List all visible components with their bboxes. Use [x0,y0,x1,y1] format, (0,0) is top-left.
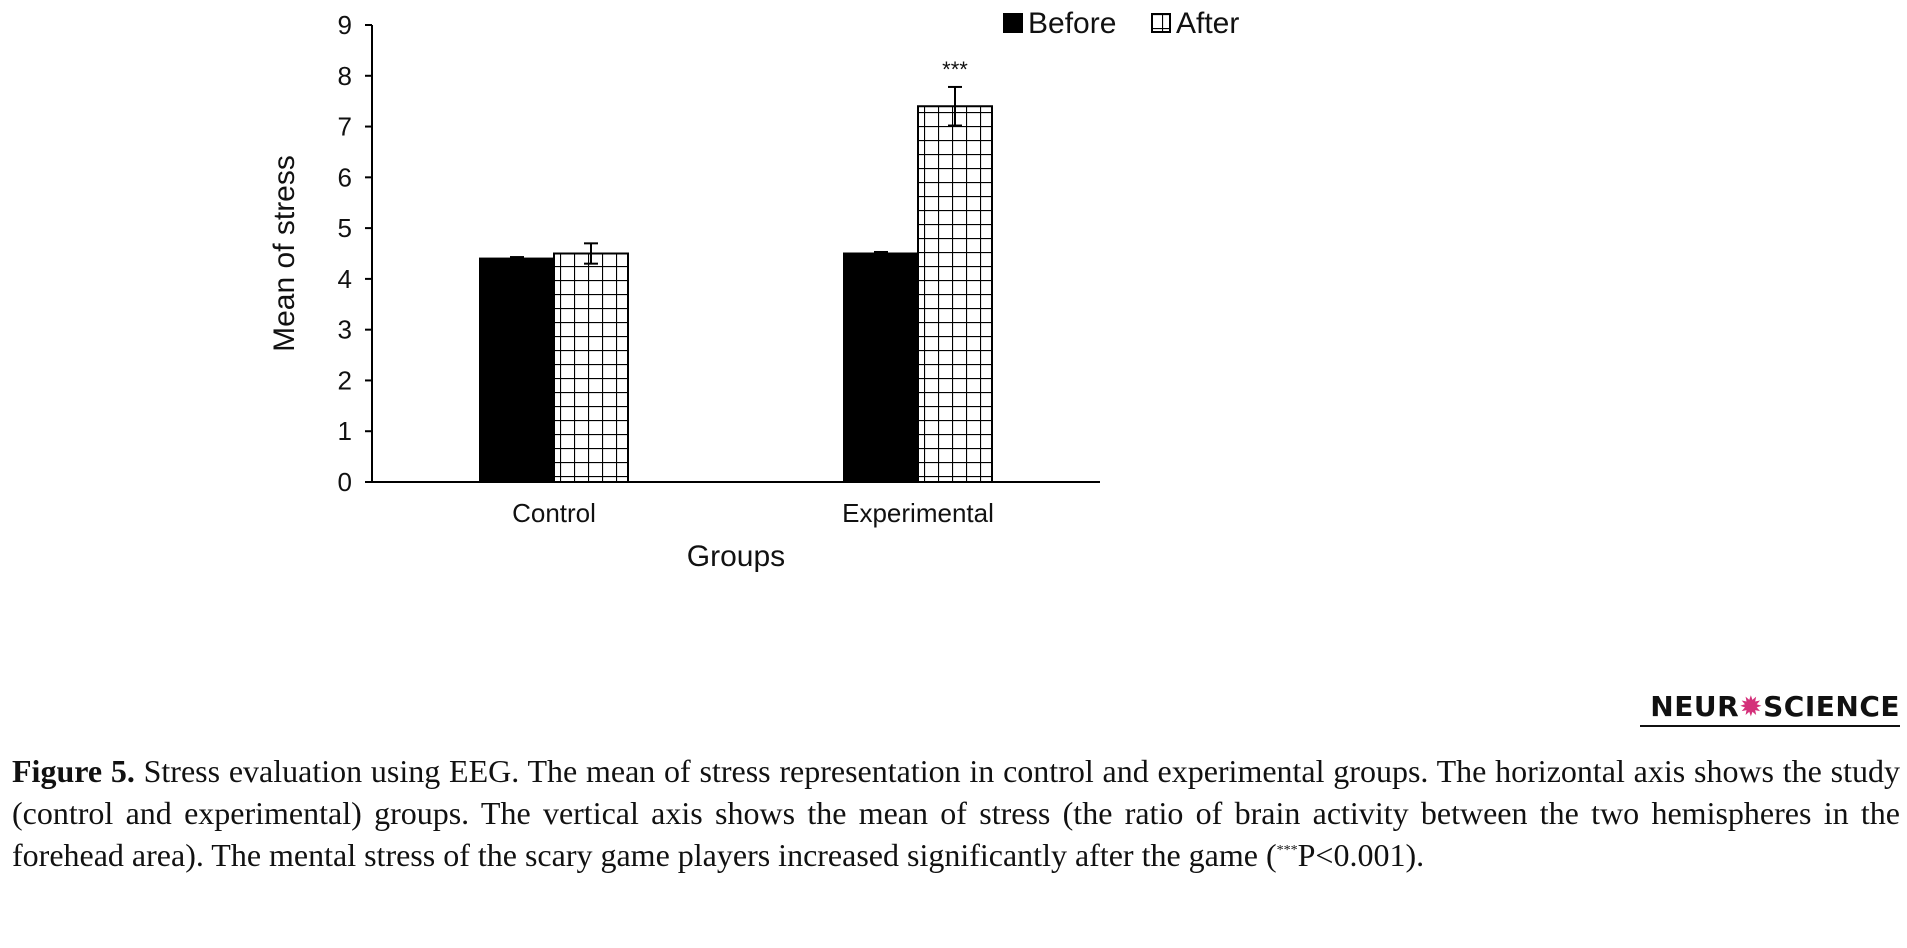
y-tick-label: 3 [338,315,352,345]
y-tick-label: 2 [338,365,352,395]
bars [479,105,993,484]
legend-swatch-after [1151,13,1171,33]
legend: Before After [1003,7,1239,40]
y-tick-label: 1 [338,416,352,446]
bar-after-experimental [917,105,993,483]
logo-molecule-icon: ✹ [1739,690,1764,723]
caption-significance: *** [1276,843,1298,858]
legend-label-before: Before [1028,7,1116,40]
bar-before-control [479,257,555,484]
x-axis-title: Groups [687,540,785,573]
y-tick-label: 8 [338,61,352,91]
y-tick-label: 0 [338,467,352,497]
y-tick-label: 4 [338,264,352,294]
bar-chart: 0 1 2 3 4 5 6 7 8 9 Control *** Experimental Groups Me… [268,7,1239,573]
y-tick-label: 5 [338,213,352,243]
y-tick-label: 7 [338,112,352,142]
significance-marker: *** [942,57,968,82]
bar-before-experimental [843,252,919,483]
figure-caption: Figure 5. Stress evaluation using EEG. T… [12,750,1900,876]
caption-text: Stress evaluation using EEG. The mean of… [12,753,1901,873]
logo-text-b: SCIENCE [1763,690,1900,723]
legend-label-after: After [1176,7,1239,40]
y-tick-label: 9 [338,10,352,40]
journal-logo: NEUR✹SCIENCE [1640,690,1900,727]
y-tick-label: 6 [338,162,352,192]
bar-after-control [553,252,629,483]
legend-swatch-before [1003,13,1023,33]
error-bars [510,85,962,265]
x-tick-label: Control [512,498,596,528]
caption-text-end: P<0.001). [1297,837,1425,873]
x-tick-label: Experimental [842,498,994,528]
logo-text-a: NEUR [1650,690,1740,723]
y-axis-title: Mean of stress [268,155,301,352]
axis-labels: 0 1 2 3 4 5 6 7 8 9 Control *** Experimental Groups Me… [268,10,994,573]
caption-label: Figure 5. [12,753,135,789]
